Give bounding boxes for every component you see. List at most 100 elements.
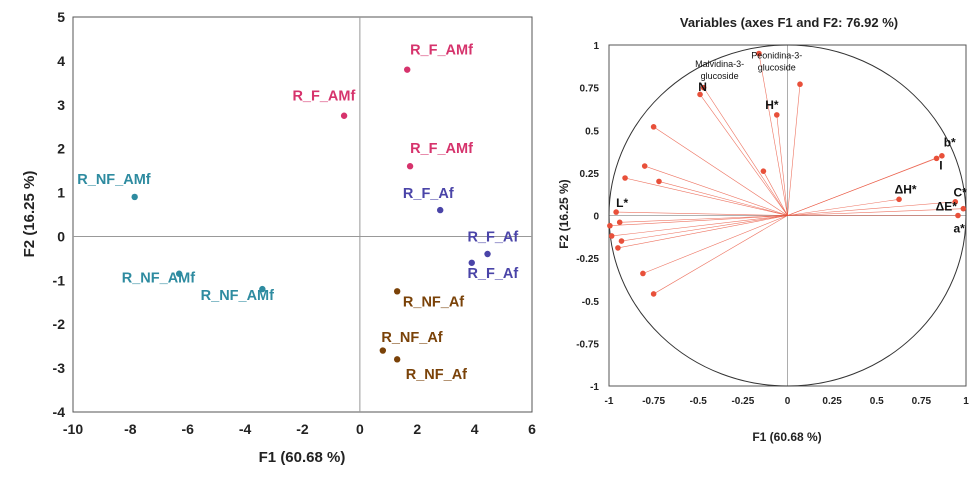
variable-vector bbox=[611, 215, 788, 237]
variable-vector bbox=[787, 201, 956, 216]
variable-point bbox=[756, 50, 762, 57]
point-label: R_NF_Af bbox=[381, 330, 442, 346]
variable-vector bbox=[621, 215, 788, 242]
variable-vector bbox=[658, 181, 788, 216]
left-points: R_F_AMfR_F_AMfR_F_AMfR_F_AfR_F_AfR_F_AfR… bbox=[77, 42, 518, 383]
right-y-tick-label: -0.5 bbox=[582, 297, 600, 308]
left-y-axis-label: F2 (16.25 %) bbox=[21, 171, 38, 258]
variable-vector bbox=[699, 94, 788, 216]
left-x-axis-label: F1 (60.68 %) bbox=[259, 449, 346, 466]
right-y-tick-label: 0 bbox=[593, 212, 599, 223]
left-y-tick-label: 2 bbox=[57, 141, 65, 157]
variable-point bbox=[622, 175, 628, 181]
right-y-tick-label: 0.5 bbox=[585, 126, 599, 137]
variable-label: C* bbox=[954, 186, 968, 200]
right-y-tick-label: -0.75 bbox=[576, 339, 599, 350]
left-x-tick-label: -2 bbox=[296, 421, 309, 437]
variable-vector bbox=[644, 165, 788, 216]
variable-point bbox=[760, 168, 767, 174]
left-x-tick-label: -8 bbox=[124, 421, 137, 437]
point-label: R_F_Af bbox=[467, 230, 518, 246]
variable-vector bbox=[787, 208, 964, 216]
data-point bbox=[393, 356, 401, 363]
left-y-tick-label: 5 bbox=[57, 9, 65, 25]
point-label: R_F_AMf bbox=[292, 88, 355, 104]
right-x-axis-label: F1 (60.68 %) bbox=[752, 430, 821, 444]
right-x-tick-label: -0.75 bbox=[642, 396, 665, 407]
right-x-tick-label: 1 bbox=[963, 396, 969, 407]
right-y-tick-label: 1 bbox=[593, 41, 599, 52]
variable-point bbox=[656, 178, 662, 185]
right-x-tick-label: 0.75 bbox=[912, 396, 932, 407]
variable-vector bbox=[787, 158, 937, 216]
right-x-tick-label: 0.5 bbox=[870, 396, 884, 407]
data-point bbox=[484, 250, 491, 258]
variables-chart: Variables (axes F1 and F2: 76.92 %) -1 -0… bbox=[557, 15, 969, 444]
point-label: R_F_AMf bbox=[410, 141, 473, 157]
variable-label: ΔE* bbox=[936, 199, 958, 213]
left-x-tick-label: -4 bbox=[239, 421, 252, 437]
variable-vector bbox=[787, 199, 900, 216]
right-y-tick-label: 0.75 bbox=[580, 84, 600, 95]
variable-point bbox=[607, 222, 613, 229]
left-x-tick-label: 6 bbox=[528, 421, 536, 437]
point-label: R_NF_Af bbox=[403, 295, 464, 311]
variable-point bbox=[933, 155, 940, 162]
variable-label: b* bbox=[944, 135, 956, 149]
left-y-tick-label: 1 bbox=[57, 185, 65, 201]
left-x-tick-label: 0 bbox=[356, 421, 364, 437]
correlation-circle bbox=[608, 44, 967, 387]
data-point bbox=[340, 112, 348, 119]
variable-point bbox=[616, 219, 623, 226]
variable-label: a* bbox=[954, 222, 966, 236]
variable-label: H* bbox=[765, 98, 779, 112]
variable-point bbox=[650, 124, 657, 130]
variable-point bbox=[618, 238, 625, 244]
right-tick-labels: -1 -0.75 -0.5 -0.25 0 0.25 0.5 0.75 1 -1 -0.75 -0.5… bbox=[576, 41, 969, 407]
variable-point bbox=[939, 153, 945, 159]
variable-label: Malvidina-3- bbox=[695, 59, 744, 69]
left-x-tick-label: -6 bbox=[182, 421, 195, 437]
left-y-tick-label: -1 bbox=[53, 272, 66, 288]
variable-point bbox=[955, 212, 961, 219]
right-variable-labels: Malvidina-3- glucoside Peonidina-3- glucosi… bbox=[616, 51, 967, 236]
variable-point bbox=[608, 233, 615, 239]
variable-label: I bbox=[939, 158, 942, 172]
right-x-tick-label: -0.25 bbox=[731, 396, 754, 407]
right-y-tick-label: -0.25 bbox=[576, 254, 599, 265]
variable-vector bbox=[616, 211, 788, 216]
data-point bbox=[175, 270, 183, 277]
data-point bbox=[393, 288, 401, 295]
variable-point bbox=[613, 209, 619, 215]
left-x-tick-label: -10 bbox=[63, 421, 83, 437]
left-y-tick-label: -3 bbox=[53, 360, 66, 376]
variable-point bbox=[641, 163, 648, 169]
point-label: R_F_Af bbox=[403, 186, 454, 202]
right-y-tick-label: 0.25 bbox=[580, 169, 600, 180]
left-y-tick-label: 0 bbox=[57, 228, 65, 244]
right-x-tick-label: -0.5 bbox=[690, 396, 708, 407]
variable-point bbox=[650, 291, 657, 297]
point-label: R_NF_Af bbox=[406, 367, 467, 383]
data-point bbox=[131, 193, 138, 201]
point-label: R_F_Af bbox=[467, 266, 518, 282]
variable-vector bbox=[653, 215, 788, 295]
variable-vector bbox=[787, 84, 801, 216]
right-y-axis-label: F2 (16.25 %) bbox=[557, 179, 571, 248]
variable-label: Peonidina-3- bbox=[751, 51, 802, 61]
variable-point bbox=[773, 112, 780, 118]
variable-point bbox=[640, 270, 646, 277]
variable-point bbox=[615, 245, 621, 251]
data-point bbox=[379, 347, 387, 354]
variable-vector bbox=[617, 215, 788, 249]
variable-point bbox=[797, 81, 803, 88]
left-x-tick-label: 2 bbox=[413, 421, 421, 437]
point-label: R_NF_AMf bbox=[77, 172, 150, 188]
right-vectors bbox=[607, 50, 967, 297]
variable-vector bbox=[763, 171, 788, 216]
variable-point bbox=[960, 205, 967, 212]
